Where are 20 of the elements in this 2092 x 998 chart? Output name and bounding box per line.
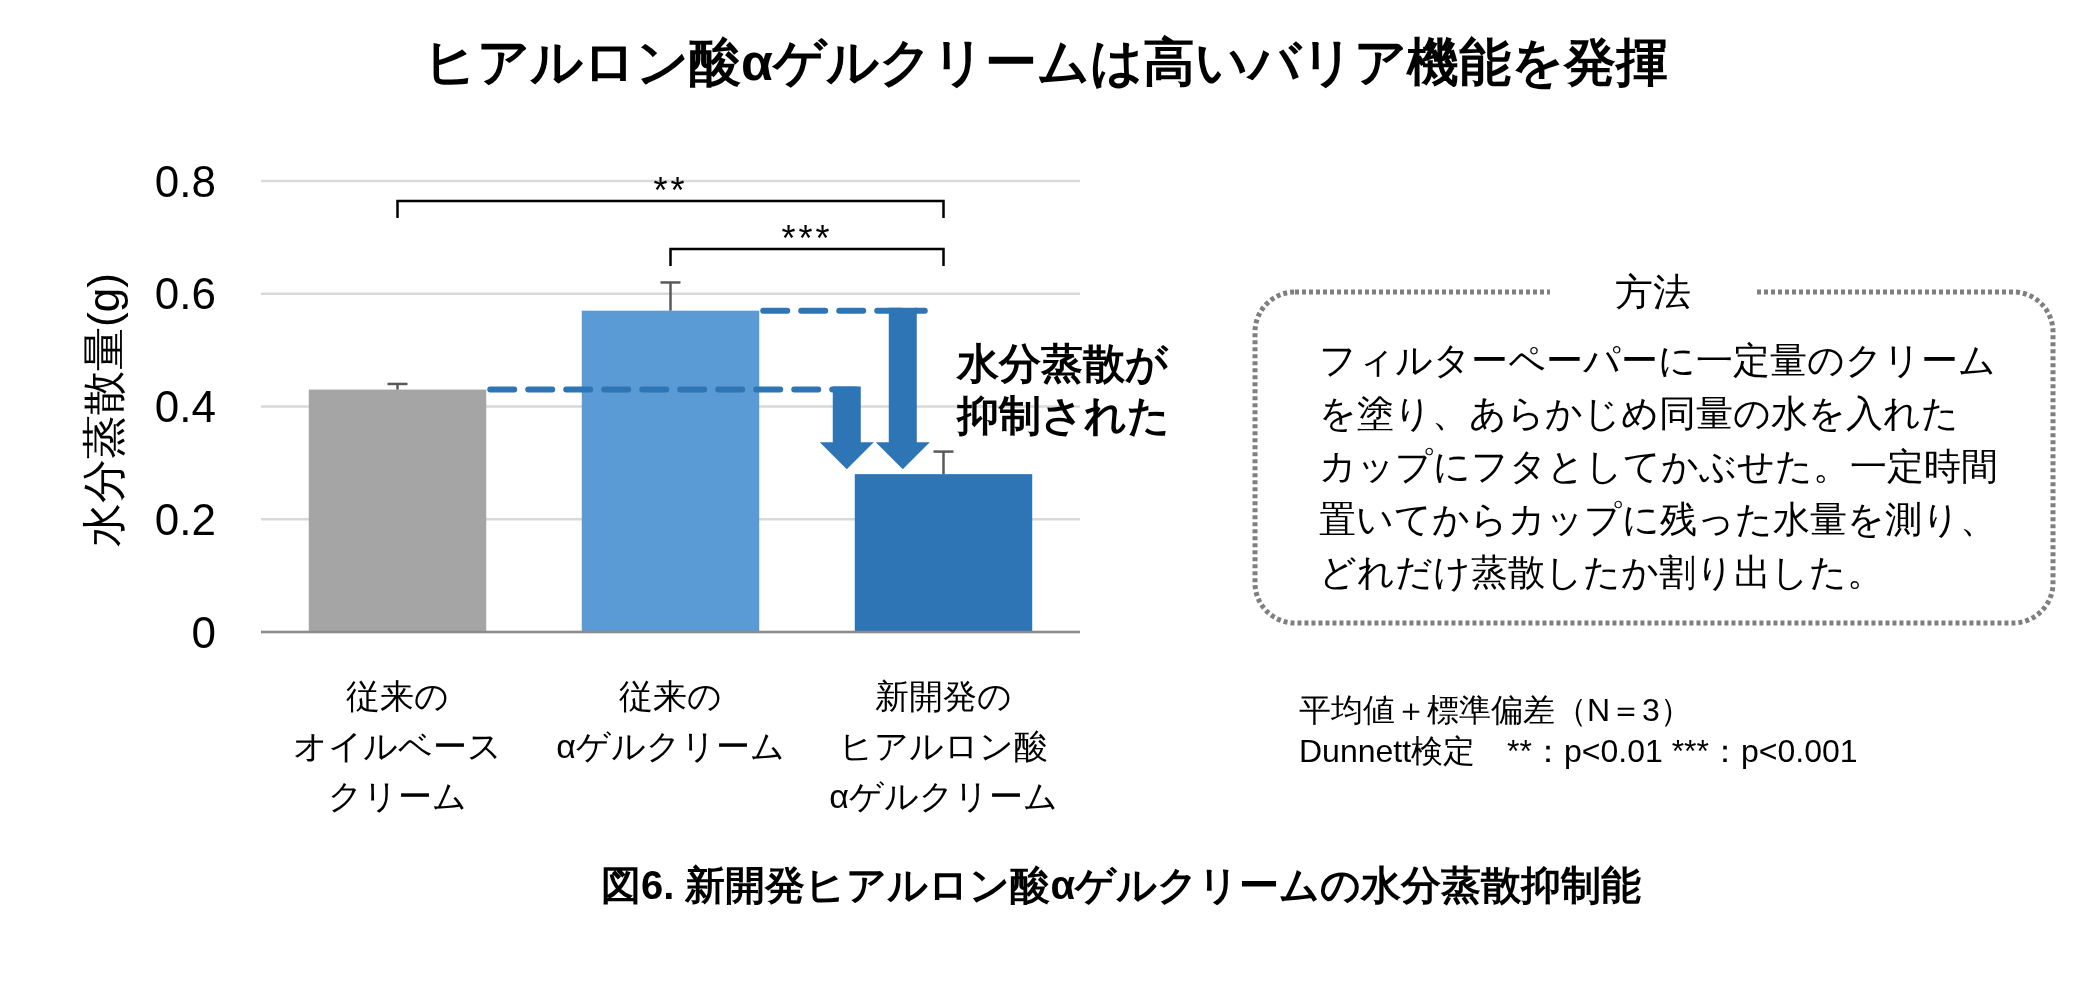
bar bbox=[308, 389, 487, 632]
text: Dunnett検定 **：p<0.01 ***：p<0.001 bbox=[1299, 733, 1858, 769]
bar bbox=[854, 474, 1033, 632]
annotation: *** bbox=[781, 218, 833, 259]
x-tick-label: 新開発のヒアルロン酸αゲルクリーム bbox=[829, 677, 1058, 815]
annotation: ** bbox=[653, 170, 688, 211]
caption: 図6. 新開発ヒアルロン酸αゲルクリームの水分蒸散抑制能 bbox=[600, 863, 1642, 907]
y-tick-label: 0.6 bbox=[154, 269, 216, 319]
x-tick-label: 従来のオイルベースクリーム bbox=[293, 677, 502, 815]
y-tick-label: 0.2 bbox=[154, 494, 216, 544]
chart-title: ヒアルロン酸αゲルクリームは高いバリア機能を発揮 bbox=[424, 33, 1668, 91]
y-tick-label: 0.4 bbox=[154, 382, 216, 431]
y-tick-label: 0.8 bbox=[154, 156, 216, 206]
y-tick-label: 0 bbox=[191, 607, 216, 657]
text: フィルターペーパーに一定量のクリームを塗り、あらかじめ同量の水を入れたカップにフタとしてかぶせた。一定時間置いてからカップに残った水量を測り、どれだけ蒸散したか割り出した。 bbox=[1319, 339, 1998, 593]
annotation: 水分蒸散が抑制された bbox=[955, 339, 1170, 439]
text: 方法 bbox=[1615, 271, 1691, 313]
x-tick-label: 従来のαゲルクリーム bbox=[556, 677, 785, 765]
y-axis-title: 水分蒸散量(g) bbox=[78, 273, 128, 547]
text: 平均値＋標準偏差（N＝3） bbox=[1299, 692, 1692, 728]
